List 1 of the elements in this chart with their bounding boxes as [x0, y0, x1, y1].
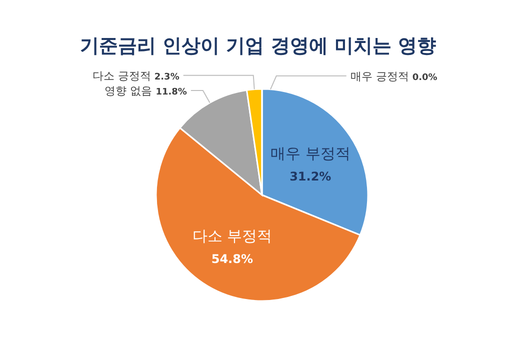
title: 기준금리 인상이 기업 경영에 미치는 영향 — [80, 35, 436, 57]
